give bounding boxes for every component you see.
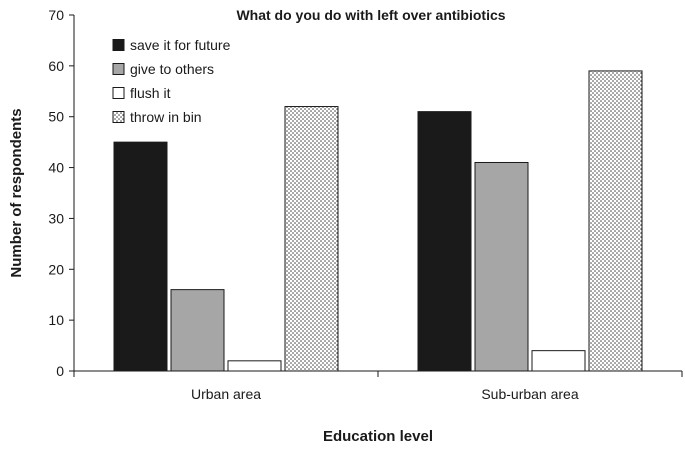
x-category-label: Sub-urban area — [481, 386, 579, 402]
y-tick-label: 10 — [48, 312, 64, 328]
bar-save-it-for-future-sub-urban-area — [417, 111, 472, 372]
bar-flush-it-sub-urban-area — [531, 350, 586, 372]
legend-label: save it for future — [130, 37, 231, 53]
legend-label: flush it — [130, 85, 171, 101]
bar-flush-it-urban-area — [227, 360, 282, 372]
y-tick-label: 20 — [48, 261, 64, 277]
legend-label: throw in bin — [130, 109, 202, 125]
chart-title: What do you do with left over antibiotic… — [236, 7, 505, 23]
legend-swatch — [112, 39, 125, 51]
legend-swatch — [112, 111, 125, 123]
bar-throw-in-bin-urban-area — [284, 106, 339, 372]
y-tick-label: 60 — [48, 58, 64, 74]
y-tick-label: 50 — [48, 109, 64, 125]
x-categories: Urban area Sub-urban area — [73, 371, 683, 402]
x-category-label: Urban area — [191, 386, 261, 402]
y-tick-label: 0 — [56, 363, 64, 379]
bar-throw-in-bin-sub-urban-area — [588, 70, 643, 372]
y-tick-label: 70 — [48, 7, 64, 23]
legend: save it for future give to others flush it… — [112, 37, 231, 125]
legend-swatch — [112, 87, 125, 99]
bar-save-it-for-future-urban-area — [113, 141, 168, 372]
bar-give-to-others-sub-urban-area — [474, 161, 529, 372]
bars-layer — [113, 70, 643, 372]
legend-swatch — [112, 63, 125, 75]
y-tick-label: 40 — [48, 160, 64, 176]
y-ticks: 0 10 20 30 40 50 60 70 — [48, 7, 74, 379]
bar-give-to-others-urban-area — [170, 289, 225, 372]
y-axis-title: Number of respondents — [8, 108, 25, 277]
legend-label: give to others — [130, 61, 214, 77]
x-axis-title: Education level — [323, 428, 433, 445]
y-tick-label: 30 — [48, 210, 64, 226]
